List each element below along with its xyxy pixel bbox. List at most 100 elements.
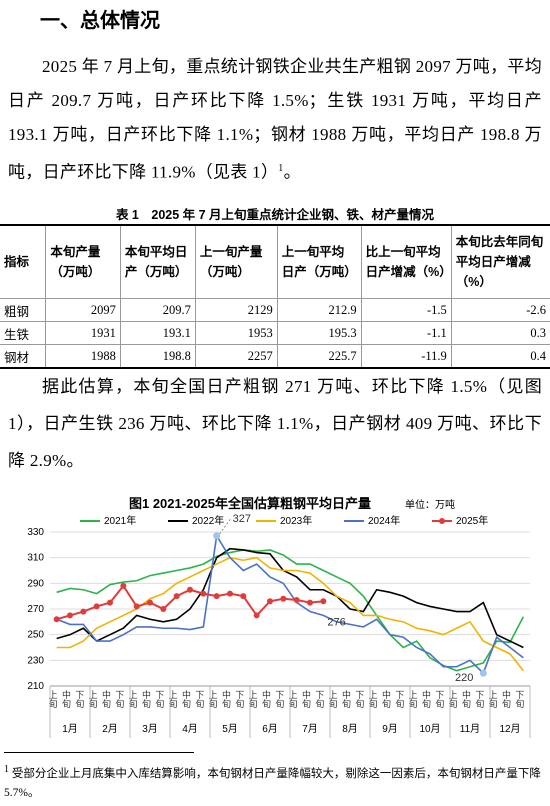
- y-tick-label: 210: [27, 681, 44, 692]
- cell: 195.3: [276, 321, 362, 345]
- x-tick-label: 上旬: [288, 690, 298, 709]
- month-label: 12月: [499, 723, 520, 735]
- row: 钢材 1988 198.8 2257 225.7 -11.9 0.4: [0, 344, 550, 369]
- legend-label: 2021年: [104, 514, 136, 527]
- x-tick-label: 中旬: [101, 689, 111, 709]
- point: [240, 593, 247, 600]
- paragraph: 据此估算，本旬全国日产粗钢 271 万吨、环比下降 1.5%（见图 1），日产生…: [8, 377, 542, 470]
- point: [253, 612, 260, 619]
- x-tick-label: 下旬: [154, 690, 164, 709]
- point: [133, 603, 140, 610]
- cell: -11.9: [360, 344, 452, 369]
- x-tick-label: 中旬: [141, 689, 151, 709]
- cell: 198.8: [119, 344, 196, 369]
- cell: 1988: [45, 344, 121, 369]
- header-cell: 本旬产量（万吨）: [45, 224, 121, 299]
- point: [227, 590, 233, 597]
- y-tick-label: 250: [27, 630, 44, 641]
- cell: 0.4: [450, 344, 550, 369]
- legend-label: 2022年: [192, 514, 224, 527]
- x-tick-label: 下旬: [474, 690, 484, 709]
- month-label: 5月: [222, 723, 238, 735]
- data-label: 327: [233, 513, 251, 525]
- y-tick-label: 230: [27, 655, 44, 666]
- point: [293, 597, 300, 604]
- cell: 2097: [45, 298, 121, 322]
- table-caption: 表 1 2025 年 7 月上旬重点统计企业钢、铁、材产量情况: [115, 208, 435, 222]
- cell: 2257: [194, 344, 278, 369]
- cell: 1931: [45, 321, 121, 345]
- x-tick-label: 上旬: [368, 690, 378, 709]
- footnote-text: 受部分企业上月底集中入库结算影响，本旬钢材日产量降幅较大，剔除这一因素后，本旬钢…: [4, 767, 541, 799]
- x-tick-label: 上旬: [488, 690, 498, 709]
- cell: 1953: [194, 321, 278, 345]
- footnote: 1 受部分企业上月底集中入库结算影响，本旬钢材日产量降幅较大，剔除这一因素后，本…: [4, 760, 544, 803]
- header-cell: 上一旬产量（万吨）: [194, 224, 278, 299]
- month-label: 11月: [460, 723, 480, 735]
- x-tick-label: 中旬: [461, 689, 471, 709]
- x-tick-label: 中旬: [221, 689, 231, 709]
- point: [147, 599, 153, 606]
- data-label: 220: [455, 672, 473, 684]
- month-label: 7月: [302, 723, 318, 735]
- month-label: 8月: [342, 723, 358, 735]
- cell: 225.7: [276, 344, 362, 369]
- footnote-marker: 1: [4, 764, 9, 775]
- unit: 单位：万吨: [405, 498, 455, 511]
- month-label: 9月: [382, 723, 398, 735]
- chart: 图1 2021-2025年全国估算粗钢平均日产量 单位：万吨 210 230 250…: [27, 496, 531, 738]
- x-tick-label: 中旬: [301, 689, 311, 709]
- point: [107, 599, 113, 606]
- legend-marker: [439, 518, 445, 524]
- cell: -1.1: [360, 321, 452, 345]
- month-label: 1月: [62, 723, 78, 735]
- legend-label: 2025年: [456, 514, 488, 527]
- month-label: 3月: [142, 723, 158, 735]
- point: [320, 598, 327, 605]
- highlight-point: [479, 669, 487, 677]
- header-cell: 本旬平均日产（万吨）: [119, 224, 196, 299]
- legend-label: 2024年: [368, 514, 400, 527]
- x-tick-label: 下旬: [354, 690, 364, 709]
- cell: 粗钢: [0, 298, 47, 322]
- point: [67, 612, 73, 619]
- cell: 212.9: [276, 298, 362, 322]
- point: [267, 598, 273, 605]
- point: [213, 593, 220, 600]
- footnote-ref: 1: [278, 163, 284, 174]
- heading: 一、总体情况: [40, 10, 160, 32]
- x-tick-label: 上旬: [208, 690, 218, 709]
- x-tick-label: 上旬: [248, 690, 258, 709]
- y-tick-label: 270: [27, 604, 44, 615]
- month-label: 2月: [102, 723, 118, 735]
- x-tick-label: 下旬: [194, 690, 204, 709]
- x-tick-label: 上旬: [48, 690, 58, 709]
- cell: 2129: [194, 298, 278, 322]
- x-tick-label: 中旬: [501, 689, 511, 709]
- header-cell: 上一旬平均日产（万吨）: [276, 224, 362, 299]
- x-tick-label: 中旬: [61, 689, 71, 709]
- x-tick-label: 上旬: [328, 690, 338, 709]
- highlight-point: [213, 532, 221, 540]
- x-tick-label: 中旬: [421, 689, 431, 709]
- x-tick-label: 中旬: [181, 689, 191, 709]
- series-line: [56, 533, 524, 675]
- x-tick-label: 上旬: [168, 690, 178, 709]
- x-tick-label: 中旬: [381, 689, 391, 709]
- header-cell: 本旬比去年同旬平均日产增减（%）: [450, 224, 550, 299]
- point: [160, 606, 167, 612]
- month-label: 4月: [182, 723, 198, 735]
- cell: -1.5: [360, 298, 452, 322]
- chart-title: 图1 2021-2025年全国估算粗钢平均日产量: [129, 496, 371, 511]
- series-line: [56, 556, 524, 672]
- y-tick-label: 330: [27, 527, 44, 538]
- text: 2025 年 7 月上旬，重点统计钢铁企业共生产粗钢 2097 万吨，平均日产 …: [8, 57, 542, 182]
- header-row: 指标 本旬产量（万吨） 本旬平均日产（万吨） 上一旬产量（万吨） 上一旬平均日产（万吨）…: [0, 224, 550, 299]
- leader: [219, 518, 232, 535]
- row: 生铁 1931 193.1 1953 195.3 -1.1 0.3: [0, 321, 550, 345]
- point: [280, 595, 287, 602]
- header-cell: 比上一旬平均日产增减（%）: [360, 224, 452, 299]
- cell: 193.1: [119, 321, 196, 345]
- point: [200, 590, 207, 597]
- point: [80, 608, 87, 615]
